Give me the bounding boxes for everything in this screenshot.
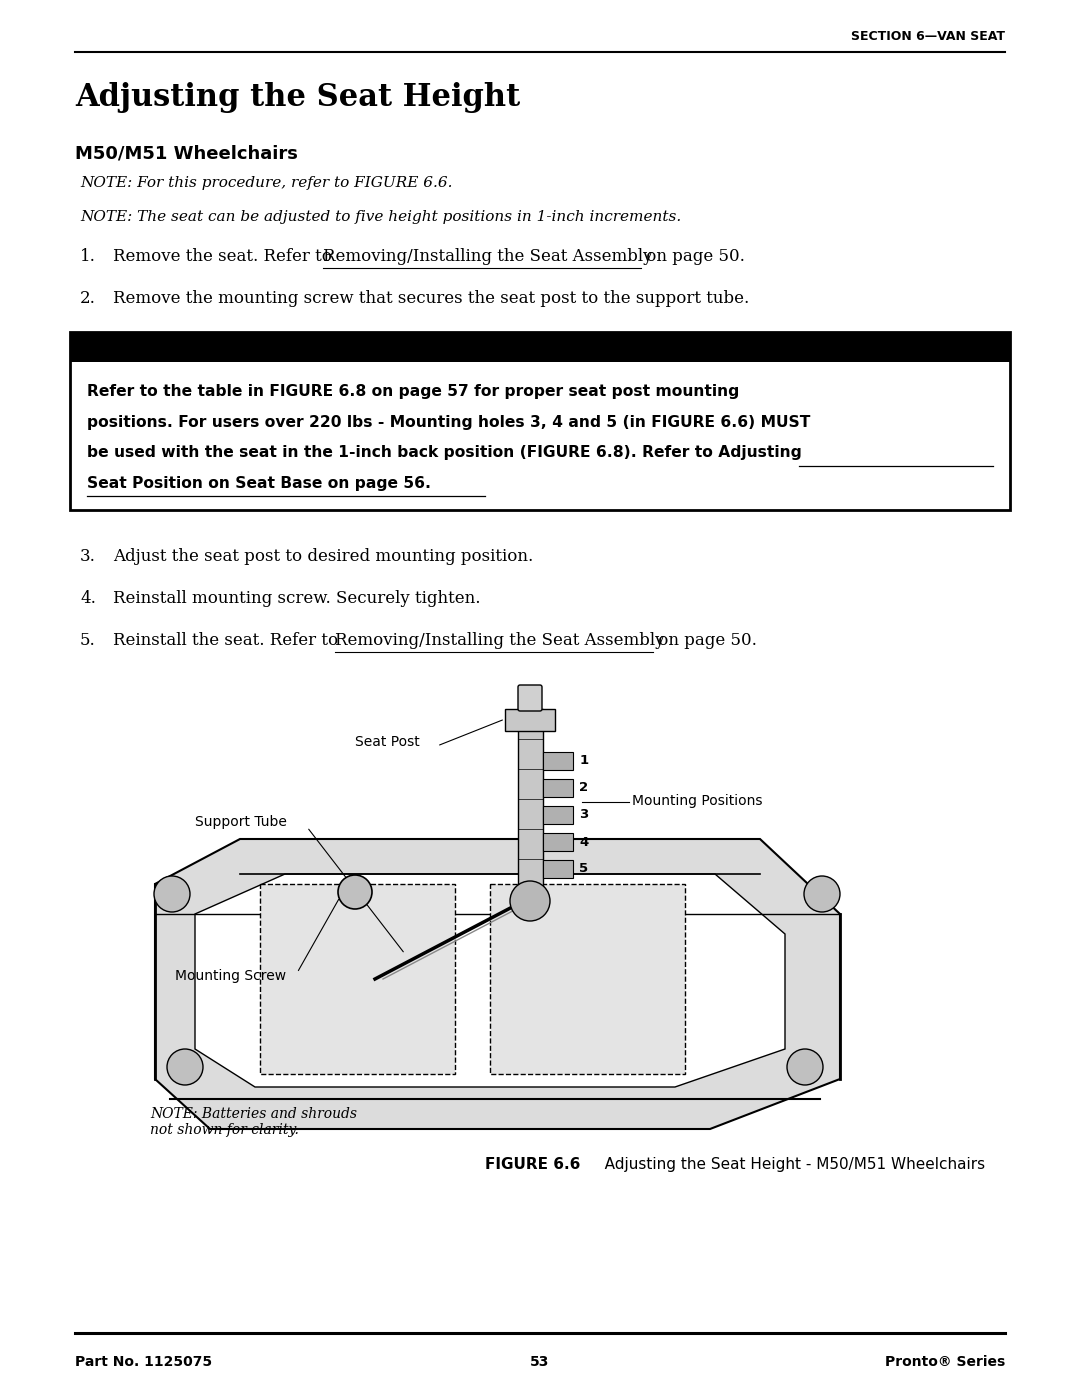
Text: 5.: 5. — [80, 631, 96, 650]
Circle shape — [510, 882, 550, 921]
Text: 2.: 2. — [80, 291, 96, 307]
Text: 4.: 4. — [80, 590, 96, 608]
FancyBboxPatch shape — [505, 710, 555, 731]
Text: Seat Position on Seat Base on page 56.: Seat Position on Seat Base on page 56. — [87, 475, 431, 490]
Text: Adjusting the Seat Height - M50/M51 Wheelchairs: Adjusting the Seat Height - M50/M51 Whee… — [590, 1157, 985, 1172]
Polygon shape — [195, 875, 785, 1087]
FancyBboxPatch shape — [70, 332, 1010, 362]
Polygon shape — [260, 884, 455, 1074]
Text: Mounting Screw: Mounting Screw — [175, 970, 286, 983]
Text: on page 50.: on page 50. — [642, 249, 745, 265]
Text: 53: 53 — [530, 1355, 550, 1369]
Text: Reinstall mounting screw. Securely tighten.: Reinstall mounting screw. Securely tight… — [113, 590, 481, 608]
FancyBboxPatch shape — [542, 861, 572, 877]
Text: be used with the seat in the 1-inch back position (FIGURE 6.8). Refer to Adjusti: be used with the seat in the 1-inch back… — [87, 446, 801, 460]
Polygon shape — [156, 840, 840, 1129]
Circle shape — [154, 876, 190, 912]
Text: Remove the seat. Refer to: Remove the seat. Refer to — [113, 249, 337, 265]
Text: Removing/Installing the Seat Assembly: Removing/Installing the Seat Assembly — [323, 249, 652, 265]
FancyBboxPatch shape — [542, 806, 572, 824]
Text: 3.: 3. — [80, 548, 96, 564]
Text: Support Tube: Support Tube — [195, 814, 287, 828]
Text: Refer to the table in FIGURE 6.8 on page 57 for proper seat post mounting: Refer to the table in FIGURE 6.8 on page… — [87, 384, 739, 400]
Text: Mounting Positions: Mounting Positions — [633, 795, 762, 809]
Circle shape — [338, 875, 372, 909]
Text: Reinstall the seat. Refer to: Reinstall the seat. Refer to — [113, 631, 343, 650]
Text: Part No. 1125075: Part No. 1125075 — [75, 1355, 212, 1369]
Text: NOTE: Batteries and shrouds
not shown for clarity.: NOTE: Batteries and shrouds not shown fo… — [150, 1106, 357, 1137]
Text: NOTE: The seat can be adjusted to five height positions in 1-inch increments.: NOTE: The seat can be adjusted to five h… — [80, 210, 681, 224]
Text: SECTION 6—VAN SEAT: SECTION 6—VAN SEAT — [851, 29, 1005, 43]
FancyBboxPatch shape — [542, 752, 572, 770]
Text: FIGURE 6.6: FIGURE 6.6 — [485, 1157, 580, 1172]
Text: 1.: 1. — [80, 249, 96, 265]
Text: Pronto® Series: Pronto® Series — [885, 1355, 1005, 1369]
Circle shape — [804, 876, 840, 912]
Polygon shape — [490, 884, 685, 1074]
Text: Adjusting the Seat Height: Adjusting the Seat Height — [75, 82, 521, 113]
Text: NOTE: For this procedure, refer to FIGURE 6.6.: NOTE: For this procedure, refer to FIGUR… — [80, 176, 453, 190]
Text: 2: 2 — [580, 781, 589, 795]
Text: 3: 3 — [580, 809, 589, 821]
Text: 4: 4 — [580, 835, 589, 848]
FancyBboxPatch shape — [542, 780, 572, 798]
Text: Removing/Installing the Seat Assembly: Removing/Installing the Seat Assembly — [335, 631, 664, 650]
Text: 1: 1 — [580, 754, 589, 767]
Text: ⚠  WARNING: ⚠ WARNING — [467, 335, 613, 355]
Text: Remove the mounting screw that secures the seat post to the support tube.: Remove the mounting screw that secures t… — [113, 291, 750, 307]
Text: Seat Post: Seat Post — [355, 735, 420, 749]
Text: Adjust the seat post to desired mounting position.: Adjust the seat post to desired mounting… — [113, 548, 534, 564]
FancyBboxPatch shape — [542, 833, 572, 851]
FancyBboxPatch shape — [518, 685, 542, 711]
Text: on page 50.: on page 50. — [653, 631, 757, 650]
Text: 5: 5 — [580, 862, 589, 876]
FancyBboxPatch shape — [517, 710, 542, 900]
FancyBboxPatch shape — [70, 332, 1010, 510]
Circle shape — [167, 1049, 203, 1085]
Text: M50/M51 Wheelchairs: M50/M51 Wheelchairs — [75, 144, 298, 162]
Circle shape — [787, 1049, 823, 1085]
Text: positions. For users over 220 lbs - Mounting holes 3, 4 and 5 (in FIGURE 6.6) MU: positions. For users over 220 lbs - Moun… — [87, 415, 810, 429]
